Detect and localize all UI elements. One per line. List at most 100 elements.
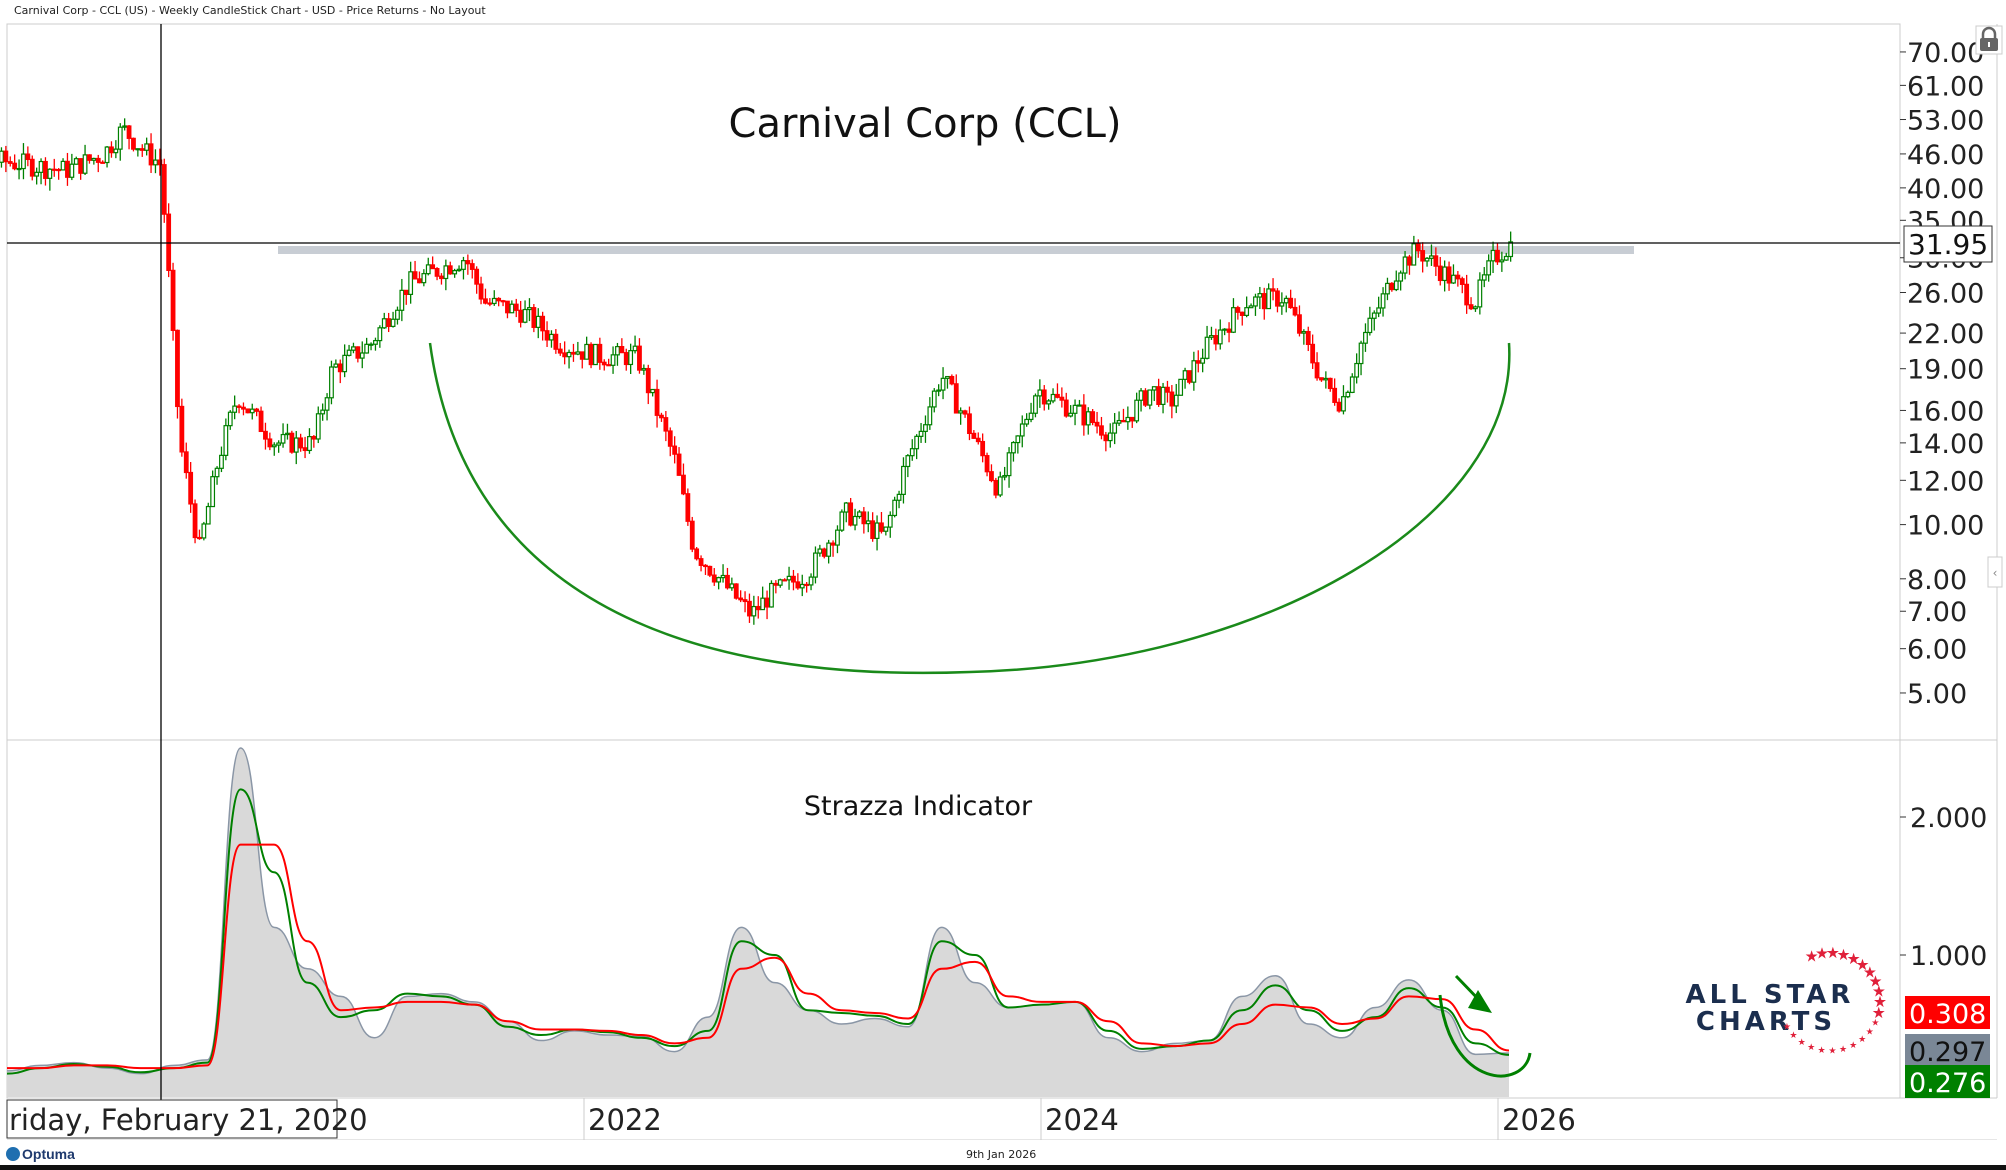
star-icon: ★ (1837, 946, 1851, 964)
candle-body (786, 575, 792, 581)
star-icon: ★ (1818, 1046, 1826, 1056)
candle-body (315, 413, 321, 440)
candle-body (628, 350, 634, 366)
cup-arc (428, 342, 1511, 675)
candle-body (82, 154, 88, 174)
candle-body (1305, 330, 1311, 346)
candle-body (109, 146, 114, 154)
candle-body (38, 160, 44, 173)
candle-body (892, 499, 898, 517)
candle-body (390, 318, 396, 327)
candle-body (197, 536, 202, 540)
candle-body (373, 339, 378, 345)
candle-body (1156, 386, 1162, 406)
candle-body (447, 265, 453, 275)
candle-body (909, 448, 915, 457)
star-icon: ★ (1872, 983, 1886, 1001)
candle-body (254, 408, 260, 412)
candle-body (201, 523, 207, 539)
candle-body (584, 343, 590, 360)
candle-body (989, 471, 994, 482)
candle-body (857, 511, 862, 518)
candle-body (1288, 297, 1294, 309)
candle-body (285, 432, 290, 436)
price-panel (0, 118, 1634, 675)
candle-body (1327, 377, 1333, 390)
candle-body (945, 375, 950, 379)
candle-body (1134, 399, 1140, 422)
candle-body (456, 268, 462, 272)
candle-body (1187, 370, 1192, 383)
candle-body (95, 157, 101, 163)
date-tick-label: 2026 (1502, 1103, 1576, 1137)
candle-body (711, 574, 717, 583)
candle-body (637, 345, 642, 371)
candle-body (1253, 296, 1258, 307)
candle-body (1138, 390, 1144, 401)
candle-body (1094, 421, 1100, 427)
candle-body (1420, 250, 1426, 262)
candle-body (241, 406, 246, 410)
candle-body (1270, 288, 1276, 292)
candle-body (795, 581, 801, 589)
last-value-label: 0.276 (1909, 1068, 1986, 1099)
candle-body (958, 410, 964, 414)
candle-body (1129, 416, 1135, 422)
optuma-icon (6, 1147, 20, 1161)
collapse-panel-handle[interactable]: ‹ (1987, 556, 2003, 588)
candle-body (1345, 391, 1351, 398)
candle-body (474, 268, 480, 285)
candle-body (65, 160, 70, 178)
candle-body (153, 159, 158, 166)
star-icon: ★ (1828, 1046, 1836, 1056)
candle-body (747, 600, 752, 617)
candle-body (1182, 370, 1188, 380)
candle-body (738, 597, 744, 601)
price-tick-label: 7.00 (1907, 597, 1967, 628)
candle-body (232, 405, 238, 413)
candle-body (87, 154, 92, 161)
candle-body (1451, 274, 1456, 284)
candle-body (381, 318, 387, 329)
candle-body (1121, 419, 1126, 423)
candle-body (219, 454, 224, 469)
candle-body (918, 430, 924, 437)
candle-body (1015, 435, 1021, 444)
candle-body (12, 162, 18, 170)
candle-body (1429, 255, 1434, 259)
chart-canvas[interactable]: 70.0061.0053.0046.0040.0035.0030.0026.00… (0, 0, 2006, 1140)
lock-icon[interactable] (1975, 25, 2003, 55)
star-icon: ★ (1783, 1022, 1791, 1032)
candle-body (865, 520, 871, 525)
candle-body (949, 375, 955, 385)
candle-body (461, 260, 466, 270)
arrow-head (1468, 990, 1492, 1013)
candle-body (1209, 335, 1214, 338)
candle-body (487, 302, 493, 305)
candle-body (1090, 411, 1096, 424)
candle-body (975, 437, 981, 443)
candle-body (491, 297, 497, 305)
last-value-label: 0.308 (1909, 999, 1986, 1030)
candle-body (606, 364, 612, 367)
candle-body (1143, 390, 1148, 406)
candle-body (1081, 404, 1087, 426)
candle-body (720, 574, 726, 579)
candle-body (320, 409, 326, 415)
crosshair-price-label: 31.95 (1908, 228, 1988, 261)
candle-body (1112, 422, 1118, 434)
candle-body (1235, 307, 1241, 313)
indicator-title: Strazza Indicator (804, 791, 1033, 822)
candle-body (307, 436, 312, 452)
candle-body (751, 605, 757, 617)
indicator-area (7, 748, 1509, 1097)
candle-body (3, 150, 9, 163)
candle-body (465, 260, 471, 265)
candle-body (258, 410, 264, 433)
price-tick-label: 22.00 (1907, 319, 1984, 350)
candle-body (848, 502, 854, 526)
candle-body (927, 406, 933, 426)
candle-body (553, 333, 559, 350)
candle-body (663, 417, 669, 432)
price-tick-label: 53.00 (1907, 106, 1984, 137)
